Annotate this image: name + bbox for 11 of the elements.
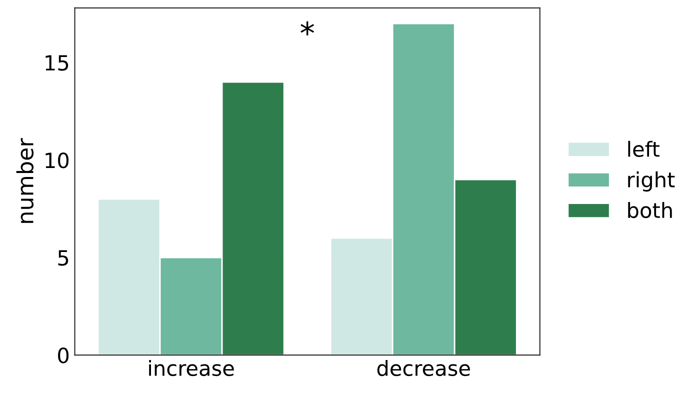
x-tick-label: decrease bbox=[377, 360, 470, 376]
y-tick-label: 0 bbox=[58, 348, 69, 364]
legend-label: left bbox=[628, 140, 660, 157]
legend-label: both bbox=[628, 202, 672, 218]
y-tick-label: 15 bbox=[46, 55, 68, 71]
annotation: * bbox=[300, 21, 314, 36]
legend-label: right bbox=[628, 171, 675, 192]
x-tick-label: increase bbox=[149, 360, 234, 376]
y-tick-label: 10 bbox=[46, 152, 69, 168]
y-tick-label: 5 bbox=[58, 250, 68, 266]
y-axis-title: number bbox=[16, 138, 34, 223]
